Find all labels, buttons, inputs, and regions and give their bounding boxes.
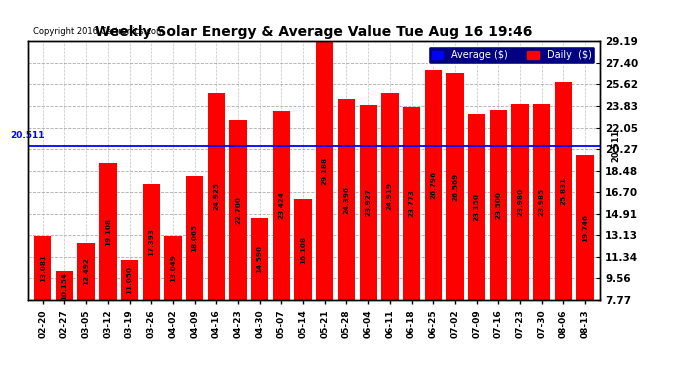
Text: 12.492: 12.492 <box>83 258 89 285</box>
Text: 23.500: 23.500 <box>495 191 502 219</box>
Bar <box>143 184 160 300</box>
Text: 10.154: 10.154 <box>61 272 68 300</box>
Text: 13.081: 13.081 <box>40 254 46 282</box>
Bar <box>229 120 247 300</box>
Text: 19.108: 19.108 <box>105 217 111 246</box>
Text: 24.925: 24.925 <box>213 182 219 210</box>
Bar <box>424 70 442 300</box>
Text: 19.746: 19.746 <box>582 214 588 242</box>
Bar <box>99 163 117 300</box>
Text: 24.919: 24.919 <box>387 182 393 210</box>
Bar <box>164 236 181 300</box>
Bar <box>273 111 290 300</box>
Text: 18.065: 18.065 <box>192 224 197 252</box>
Bar <box>34 236 52 300</box>
Bar <box>490 110 507 300</box>
Text: 22.700: 22.700 <box>235 196 241 224</box>
Text: Copyright 2016 Cartronics.com: Copyright 2016 Cartronics.com <box>33 27 164 36</box>
Bar <box>251 217 268 300</box>
Text: 29.188: 29.188 <box>322 157 328 185</box>
Text: 26.569: 26.569 <box>452 172 458 201</box>
Bar <box>338 99 355 300</box>
Text: 20.511: 20.511 <box>612 130 621 162</box>
Title: Weekly Solar Energy & Average Value Tue Aug 16 19:46: Weekly Solar Energy & Average Value Tue … <box>95 25 533 39</box>
Text: 25.831: 25.831 <box>560 177 566 205</box>
Bar <box>295 199 312 300</box>
Bar <box>576 155 594 300</box>
Text: 24.396: 24.396 <box>344 186 350 214</box>
Bar <box>186 176 204 300</box>
Text: 23.424: 23.424 <box>278 192 284 219</box>
Text: 23.150: 23.150 <box>473 193 480 221</box>
Text: 16.108: 16.108 <box>300 236 306 264</box>
Text: 20.511: 20.511 <box>10 131 45 140</box>
Bar <box>56 271 73 300</box>
Text: 23.980: 23.980 <box>517 188 523 216</box>
Bar <box>208 93 225 300</box>
Bar <box>446 73 464 300</box>
Bar <box>511 104 529 300</box>
Bar <box>555 82 572 300</box>
Bar <box>121 260 138 300</box>
Legend: Average ($), Daily  ($): Average ($), Daily ($) <box>428 46 595 64</box>
Text: 14.590: 14.590 <box>257 245 263 273</box>
Bar <box>359 105 377 300</box>
Bar <box>77 243 95 300</box>
Text: 17.393: 17.393 <box>148 228 155 256</box>
Bar <box>381 93 399 300</box>
Text: 23.773: 23.773 <box>408 189 415 217</box>
Text: 23.927: 23.927 <box>365 189 371 216</box>
Bar <box>316 41 333 300</box>
Bar <box>403 106 420 300</box>
Text: 11.050: 11.050 <box>126 266 132 294</box>
Text: 26.796: 26.796 <box>431 171 436 199</box>
Bar <box>468 114 485 300</box>
Text: 13.049: 13.049 <box>170 254 176 282</box>
Text: 23.985: 23.985 <box>539 188 544 216</box>
Bar <box>533 104 551 300</box>
